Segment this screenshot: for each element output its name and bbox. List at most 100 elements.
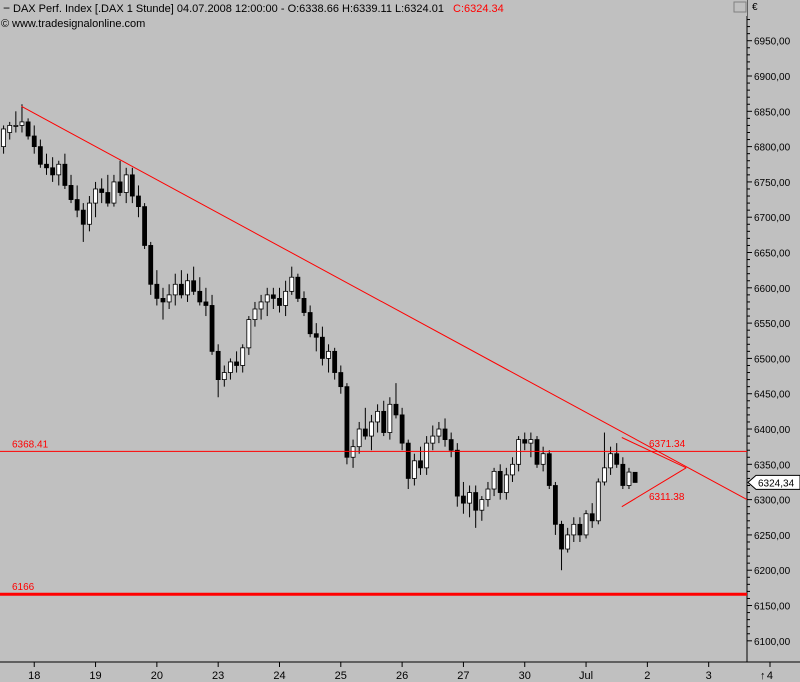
candle-body <box>503 474 509 493</box>
candle-body <box>160 298 166 303</box>
candle-body <box>491 470 497 490</box>
x-tick-label: 18 <box>28 670 40 682</box>
x-tick-label: 19 <box>89 670 101 682</box>
candle-body <box>577 523 583 536</box>
trendline <box>621 437 687 469</box>
y-tick-label: 6200,00 <box>754 566 791 577</box>
y-tick-label: 6150,00 <box>754 602 791 613</box>
y-tick-label: 6550,00 <box>754 319 791 330</box>
candle-body <box>191 280 197 292</box>
candle-body <box>614 453 620 465</box>
candle-body <box>215 350 221 380</box>
candle-body <box>436 428 442 437</box>
candle-body <box>528 439 534 444</box>
candle-body <box>19 121 25 126</box>
candle-body <box>31 135 37 148</box>
candle-body <box>228 361 233 373</box>
candle-body <box>246 319 252 349</box>
minus-icon[interactable]: − <box>3 1 10 15</box>
candle-body <box>473 492 479 511</box>
candle-body <box>399 414 405 444</box>
candle-body <box>117 181 123 193</box>
candle-body <box>356 428 362 448</box>
y-tick-label: 6350,00 <box>754 460 791 471</box>
candle-body <box>516 439 522 465</box>
candle-body <box>510 463 515 476</box>
source-label: www.tradesignalonline.com <box>11 18 145 30</box>
candle-body <box>534 439 540 465</box>
x-tick-label: 25 <box>335 670 347 682</box>
horizontal-line-label: 6368.41 <box>12 439 49 450</box>
candle-body <box>172 283 178 296</box>
candle-body <box>185 280 190 296</box>
candle-body <box>461 495 466 504</box>
y-tick-label: 6850,00 <box>754 107 791 118</box>
candle-body <box>424 442 430 469</box>
candle-body <box>7 125 13 133</box>
y-tick-label: 6400,00 <box>754 425 791 436</box>
candle-body <box>209 305 215 352</box>
candle-body <box>552 485 558 525</box>
candle-body <box>166 294 172 303</box>
candle-body <box>448 439 454 451</box>
candle-body <box>252 308 258 320</box>
y-tick-label: 6600,00 <box>754 284 791 295</box>
trendline <box>21 105 748 501</box>
candle-body <box>497 470 503 493</box>
candle-body <box>540 453 546 465</box>
y-tick-label: 6100,00 <box>754 637 791 648</box>
candle-body <box>154 283 160 299</box>
candle-body <box>25 121 31 137</box>
candle-body <box>620 463 626 486</box>
candle-body <box>381 410 387 433</box>
y-tick-label: 6800,00 <box>754 143 791 154</box>
candle-body <box>387 403 393 433</box>
y-tick-label: 6450,00 <box>754 390 791 401</box>
candle-body <box>301 298 307 313</box>
candle-body <box>142 206 147 246</box>
candle-body <box>405 442 411 479</box>
candle-body <box>37 146 43 165</box>
last-price-label: 6324,34 <box>758 478 795 489</box>
candle-body <box>136 195 141 208</box>
candle-body <box>221 372 227 380</box>
y-tick-label: 6900,00 <box>754 72 791 83</box>
candle-body <box>283 290 289 306</box>
candle-body <box>197 290 203 303</box>
y-tick-label: 6500,00 <box>754 354 791 365</box>
candle-body <box>289 276 295 292</box>
trendline <box>621 467 687 508</box>
candle-body <box>295 276 301 299</box>
candle-body <box>105 192 111 204</box>
candle-body <box>62 163 68 186</box>
x-tick-label: 26 <box>396 670 408 682</box>
candle-body <box>442 428 448 441</box>
x-tick-label: 4 <box>767 670 773 682</box>
window-control-box[interactable] <box>733 1 747 13</box>
x-tick-label: 30 <box>519 670 531 682</box>
candles-group <box>1 104 638 571</box>
x-tick-label: 24 <box>273 670 285 682</box>
candle-body <box>13 125 19 127</box>
candle-body <box>277 298 282 306</box>
arrow-up-icon[interactable]: ↑ <box>760 670 766 682</box>
horizontal-line-label: 6166 <box>12 582 35 593</box>
annotation-lines: 6368.41 6166 6371.34 6311.38 <box>0 105 748 596</box>
candle-body <box>559 523 564 550</box>
candle-body <box>626 471 632 486</box>
candle-body <box>56 163 62 176</box>
last-price-marker: 6324,34 <box>747 474 800 490</box>
y-tick-label: 6650,00 <box>754 249 791 260</box>
x-tick-label: 20 <box>151 670 163 682</box>
candle-body <box>418 460 423 469</box>
candle-body <box>589 513 595 522</box>
instrument-title: DAX Perf. Index [.DAX 1 Stunde] 04.07.20… <box>13 3 444 15</box>
x-tick-label: 23 <box>212 670 224 682</box>
candle-body <box>479 499 485 511</box>
y-tick-label: 6950,00 <box>754 37 791 48</box>
header-background <box>0 0 747 16</box>
y-tick-label: 6750,00 <box>754 178 791 189</box>
candle-body <box>148 245 154 285</box>
candle-body <box>111 181 117 204</box>
